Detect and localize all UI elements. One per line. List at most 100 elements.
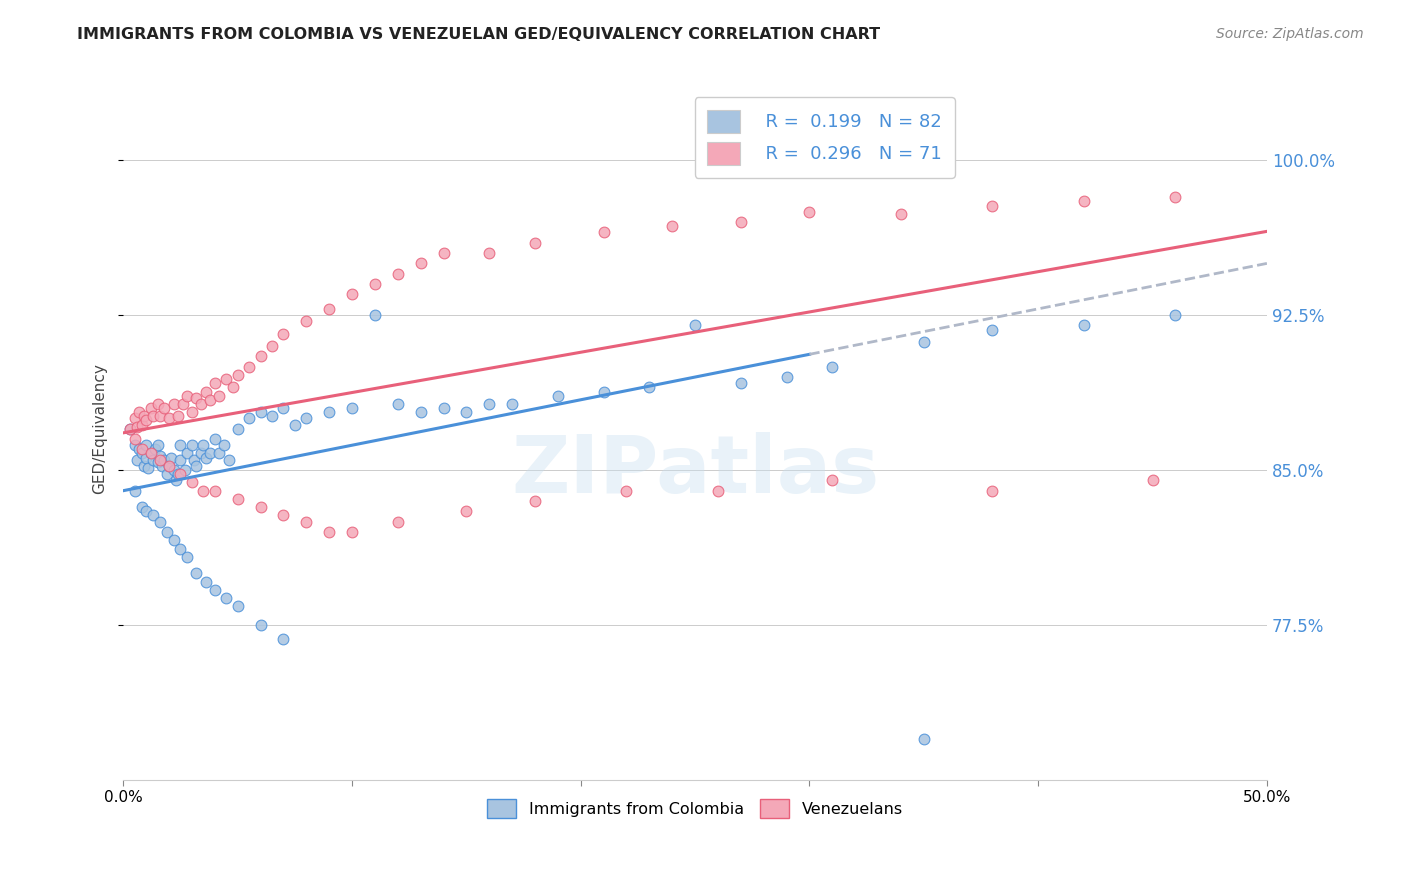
Point <box>135 438 157 452</box>
Point <box>821 474 844 488</box>
Point <box>273 632 295 647</box>
Point <box>204 483 226 498</box>
Point <box>432 401 454 415</box>
Point <box>524 494 547 508</box>
Point <box>249 618 271 632</box>
Point <box>730 215 752 229</box>
Point <box>683 318 706 333</box>
Point <box>226 368 249 382</box>
Point <box>120 422 142 436</box>
Point <box>125 452 148 467</box>
Point <box>132 409 155 424</box>
Point <box>273 401 295 415</box>
Point <box>912 334 935 349</box>
Point <box>387 515 409 529</box>
Point <box>200 392 222 407</box>
Point <box>226 491 249 506</box>
Point <box>249 405 271 419</box>
Point <box>318 301 340 316</box>
Point <box>142 409 165 424</box>
Point <box>139 446 162 460</box>
Point <box>162 397 184 411</box>
Point <box>146 438 169 452</box>
Point <box>1073 194 1095 209</box>
Point <box>194 384 217 399</box>
Point <box>138 461 160 475</box>
Point <box>135 504 157 518</box>
Point <box>156 467 179 482</box>
Point <box>167 467 190 482</box>
Point <box>249 500 271 515</box>
Point <box>226 422 249 436</box>
Point <box>238 411 260 425</box>
Point <box>707 483 730 498</box>
Point <box>131 446 153 460</box>
Point <box>186 391 208 405</box>
Point <box>524 235 547 250</box>
Y-axis label: GED/Equivalency: GED/Equivalency <box>93 363 107 494</box>
Point <box>124 411 146 425</box>
Point <box>249 350 271 364</box>
Point <box>149 515 172 529</box>
Point <box>364 308 387 322</box>
Point <box>661 219 683 234</box>
Point <box>131 500 153 515</box>
Point <box>157 458 180 473</box>
Point <box>167 409 190 424</box>
Point <box>478 397 501 411</box>
Point <box>775 370 797 384</box>
Point <box>120 422 142 436</box>
Point <box>260 409 283 424</box>
Point <box>340 524 363 539</box>
Point <box>156 524 179 539</box>
Point <box>139 446 162 460</box>
Point <box>318 405 340 419</box>
Point <box>592 226 614 240</box>
Point <box>1164 308 1187 322</box>
Point <box>162 463 184 477</box>
Point <box>162 533 184 548</box>
Point <box>169 438 191 452</box>
Point <box>131 442 153 457</box>
Point <box>212 438 235 452</box>
Point <box>340 287 363 301</box>
Point <box>273 508 295 523</box>
Point <box>1142 474 1164 488</box>
Point <box>218 452 240 467</box>
Point <box>142 508 165 523</box>
Point <box>208 389 231 403</box>
Legend: Immigrants from Colombia, Venezuelans: Immigrants from Colombia, Venezuelans <box>481 792 910 825</box>
Point <box>131 417 153 432</box>
Point <box>153 452 176 467</box>
Point <box>194 450 217 465</box>
Point <box>190 446 212 460</box>
Point <box>132 458 155 473</box>
Text: IMMIGRANTS FROM COLOMBIA VS VENEZUELAN GED/EQUIVALENCY CORRELATION CHART: IMMIGRANTS FROM COLOMBIA VS VENEZUELAN G… <box>77 27 880 42</box>
Point <box>432 246 454 260</box>
Point <box>183 452 205 467</box>
Point <box>128 405 150 419</box>
Point <box>180 475 202 490</box>
Point <box>799 204 821 219</box>
Point <box>142 452 165 467</box>
Point <box>124 438 146 452</box>
Point <box>273 326 295 341</box>
Point <box>165 474 187 488</box>
Point <box>204 582 226 597</box>
Point <box>194 574 217 589</box>
Point <box>149 409 172 424</box>
Point <box>222 380 245 394</box>
Point <box>387 397 409 411</box>
Point <box>295 515 318 529</box>
Point <box>284 417 307 432</box>
Point <box>821 359 844 374</box>
Point <box>146 455 169 469</box>
Point <box>616 483 638 498</box>
Point <box>340 401 363 415</box>
Point <box>456 504 478 518</box>
Point <box>238 359 260 374</box>
Point <box>1164 190 1187 204</box>
Point <box>215 372 238 386</box>
Point <box>160 450 183 465</box>
Point <box>409 256 432 270</box>
